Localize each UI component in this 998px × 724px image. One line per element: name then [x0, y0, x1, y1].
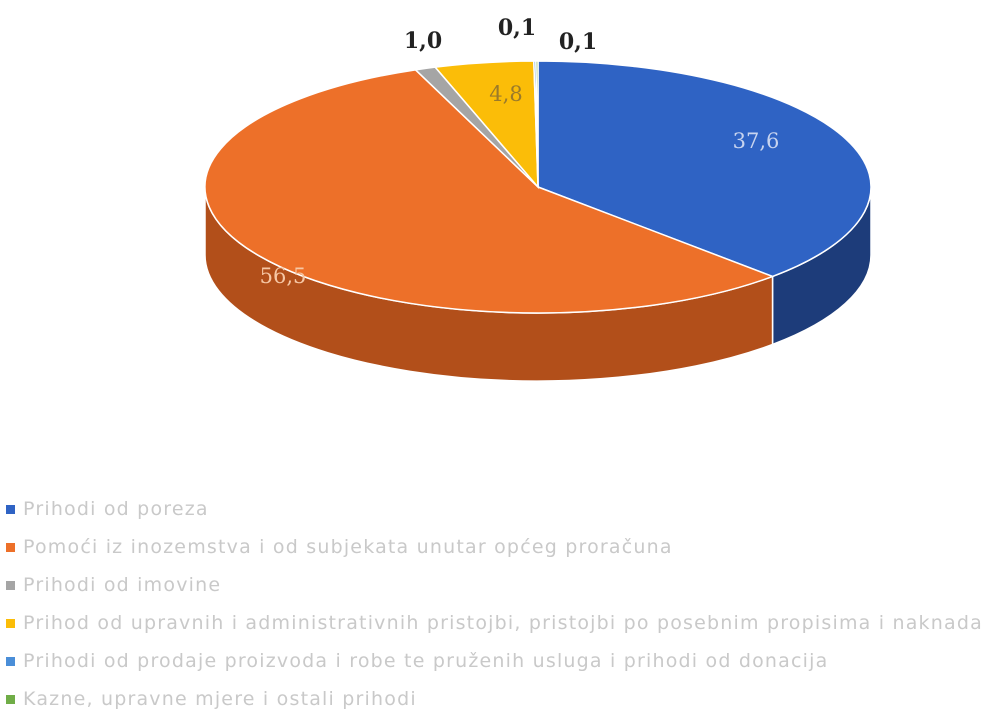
- data-label: 4,8: [489, 82, 522, 106]
- legend-item: Prihod od upravnih i administrativnih pr…: [6, 604, 996, 642]
- legend-swatch: [6, 656, 15, 666]
- legend-label: Pomoći iz inozemstva i od subjekata unut…: [23, 536, 673, 558]
- legend-label: Kazne, upravne mjere i ostali prihodi: [23, 688, 417, 710]
- legend: Prihodi od poreza Pomoći iz inozemstva i…: [6, 490, 996, 718]
- data-label: 56,5: [260, 264, 307, 288]
- legend-swatch: [6, 542, 15, 552]
- data-label: 0,1: [559, 29, 597, 55]
- legend-swatch: [6, 618, 15, 628]
- pie-svg: 37,6 56,5 1,0 4,8 0,1 0,1: [204, 15, 872, 382]
- legend-item: Prihodi od prodaje proizvoda i robe te p…: [6, 642, 996, 680]
- data-label: 1,0: [404, 28, 442, 54]
- legend-swatch: [6, 504, 15, 514]
- data-label: 37,6: [733, 129, 780, 153]
- legend-label: Prihodi od poreza: [23, 498, 209, 520]
- legend-item: Kazne, upravne mjere i ostali prihodi: [6, 680, 996, 718]
- data-label: 0,1: [498, 15, 536, 41]
- legend-label: Prihodi od prodaje proizvoda i robe te p…: [23, 650, 829, 672]
- pie-slice: [535, 60, 539, 188]
- legend-item: Prihodi od poreza: [6, 490, 996, 528]
- legend-item: Pomoći iz inozemstva i od subjekata unut…: [6, 528, 996, 566]
- legend-swatch: [6, 580, 15, 590]
- legend-item: Prihodi od imovine: [6, 566, 996, 604]
- legend-swatch: [6, 694, 15, 704]
- legend-label: Prihod od upravnih i administrativnih pr…: [23, 612, 983, 634]
- pie-slice: [204, 69, 775, 314]
- legend-label: Prihodi od imovine: [23, 574, 222, 596]
- pie-chart: 37,6 56,5 1,0 4,8 0,1 0,1: [204, 15, 872, 382]
- pie-slice: [537, 60, 872, 278]
